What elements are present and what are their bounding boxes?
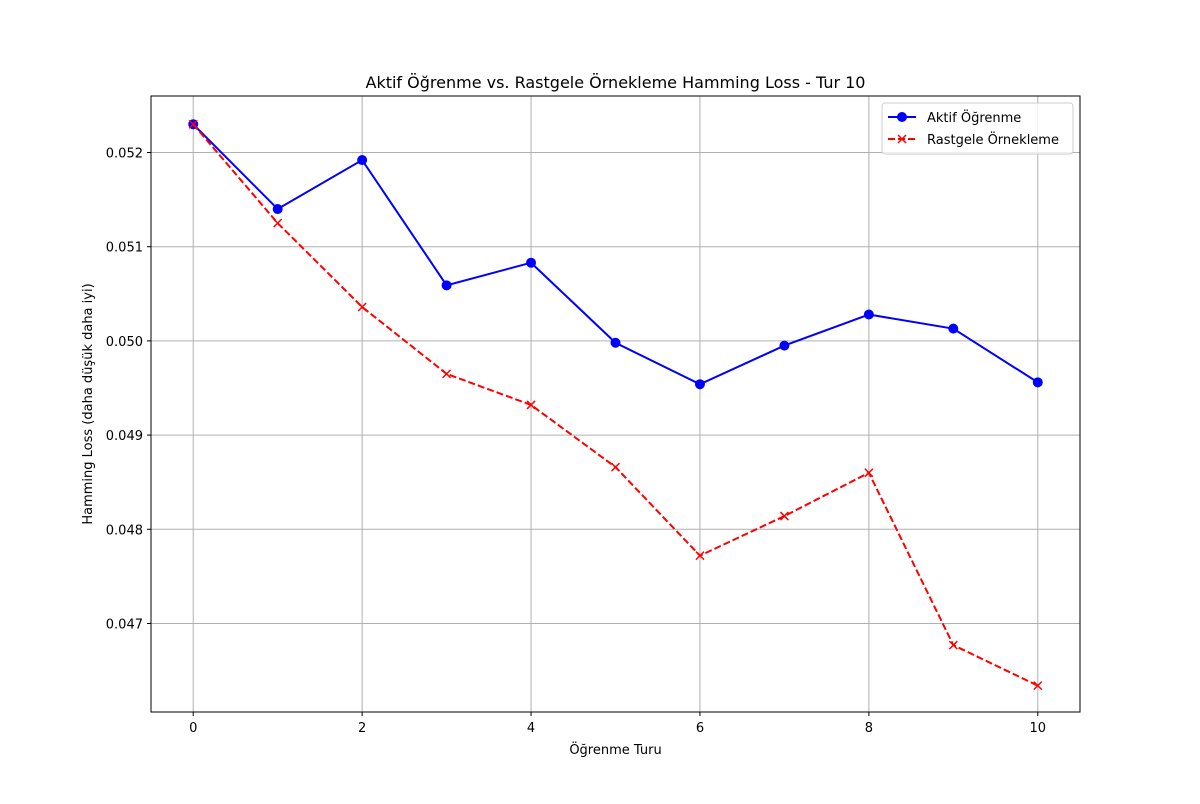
data-point-rastgele: [273, 218, 283, 228]
legend: Aktif Öğrenme Rastgele Örnekleme: [881, 102, 1074, 155]
x-tick-label: 0: [189, 721, 197, 736]
series-group: [188, 119, 1043, 691]
data-point-aktif: [694, 379, 705, 390]
y-tick-label: 0.048: [106, 523, 143, 538]
x-tick-label: 2: [358, 721, 366, 736]
x-tick-label: 8: [865, 721, 873, 736]
data-point-rastgele: [779, 511, 789, 521]
data-point-aktif: [610, 337, 621, 348]
data-point-rastgele: [357, 302, 367, 312]
plot-area-background: [151, 96, 1080, 712]
y-tick-label: 0.047: [106, 617, 143, 632]
x-tick-label: 4: [527, 721, 535, 736]
y-tick-label: 0.051: [106, 241, 143, 256]
y-tick-label: 0.049: [106, 429, 143, 444]
y-tick-label: 0.050: [106, 335, 143, 350]
data-point-aktif: [526, 257, 537, 268]
data-point-rastgele: [864, 468, 874, 478]
legend-label-aktif: Aktif Öğrenme: [927, 109, 1021, 126]
data-point-rastgele: [1033, 681, 1043, 691]
y-axis-label: Hamming Loss (daha düşük daha iyi): [81, 283, 96, 524]
grid: [151, 96, 1080, 712]
data-point-aktif: [441, 280, 452, 291]
legend-marker-aktif: [897, 112, 907, 122]
data-point-aktif: [272, 204, 283, 215]
data-point-aktif: [863, 309, 874, 320]
ticks: 0 2 4 6 8 10 0.047 0.048 0.049 0.050 0.051 0.052: [106, 147, 1046, 736]
data-point-rastgele: [695, 551, 705, 561]
x-tick-label: 6: [696, 721, 704, 736]
legend-marker-rastgele: [897, 134, 907, 144]
series-aktif: [188, 119, 1043, 390]
x-tick-label: 10: [1029, 721, 1046, 736]
chart-title: Aktif Öğrenme vs. Rastgele Örnekleme Ham…: [366, 73, 866, 92]
series-rastgele: [188, 119, 1043, 691]
legend-label-rastgele: Rastgele Örnekleme: [927, 131, 1059, 148]
legend-item-rastgele: Rastgele Örnekleme: [888, 131, 1059, 148]
legend-frame: [881, 102, 1074, 155]
data-point-aktif: [948, 323, 959, 334]
x-axis-label: Öğrenme Turu: [569, 741, 661, 758]
data-point-rastgele: [188, 119, 198, 129]
data-point-aktif: [779, 340, 790, 351]
y-tick-label: 0.052: [106, 147, 143, 162]
data-point-aktif: [1032, 377, 1043, 388]
data-point-rastgele: [610, 462, 621, 472]
legend-item-aktif: Aktif Öğrenme: [888, 109, 1021, 126]
plot-area-frame: [150, 95, 1081, 713]
data-point-rastgele: [526, 400, 536, 410]
data-point-rastgele: [948, 640, 958, 650]
data-point-aktif: [357, 155, 368, 166]
data-point-rastgele: [442, 369, 452, 379]
